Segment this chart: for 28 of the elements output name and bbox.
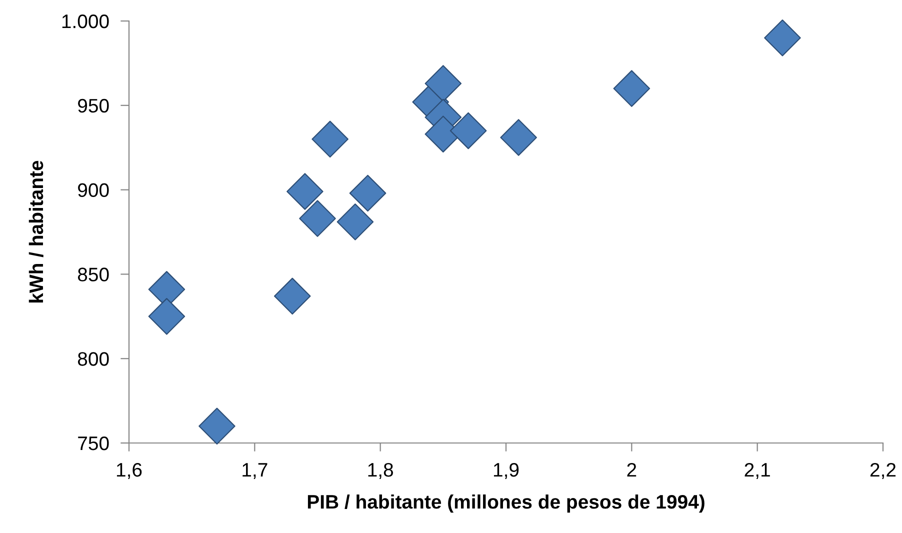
point bbox=[286, 173, 324, 210]
x-tick-label: 2,2 bbox=[870, 462, 896, 480]
x-tick-label: 1,8 bbox=[368, 462, 394, 480]
y-tick-label: 1.000 bbox=[62, 14, 109, 28]
point bbox=[312, 120, 348, 158]
x-axis-title: PIB / habitante (millones de pesos de 1994) bbox=[308, 494, 704, 513]
x-tick-label: 1,7 bbox=[242, 463, 268, 480]
x-tick-label: 1,9 bbox=[494, 462, 519, 480]
point bbox=[198, 408, 236, 445]
point bbox=[274, 278, 311, 315]
point bbox=[764, 19, 801, 56]
y-tick-label: 850 bbox=[78, 268, 109, 282]
y-tick-label: 800 bbox=[78, 352, 109, 366]
y-tick-label: 900 bbox=[78, 183, 109, 198]
y-axis-title: kWh / habitante bbox=[28, 160, 44, 302]
x-tick-label: 2,1 bbox=[744, 462, 770, 480]
y-tick-label: 950 bbox=[78, 98, 109, 113]
point bbox=[500, 119, 537, 156]
x-tick-label: 1,6 bbox=[116, 462, 142, 480]
point bbox=[349, 174, 386, 212]
x-tick-label: 2 bbox=[627, 462, 636, 477]
point bbox=[424, 65, 462, 102]
point bbox=[299, 200, 336, 237]
point bbox=[450, 112, 487, 150]
point bbox=[148, 298, 186, 335]
y-tick-label: 750 bbox=[78, 436, 109, 450]
point bbox=[336, 203, 374, 240]
point bbox=[613, 70, 650, 107]
